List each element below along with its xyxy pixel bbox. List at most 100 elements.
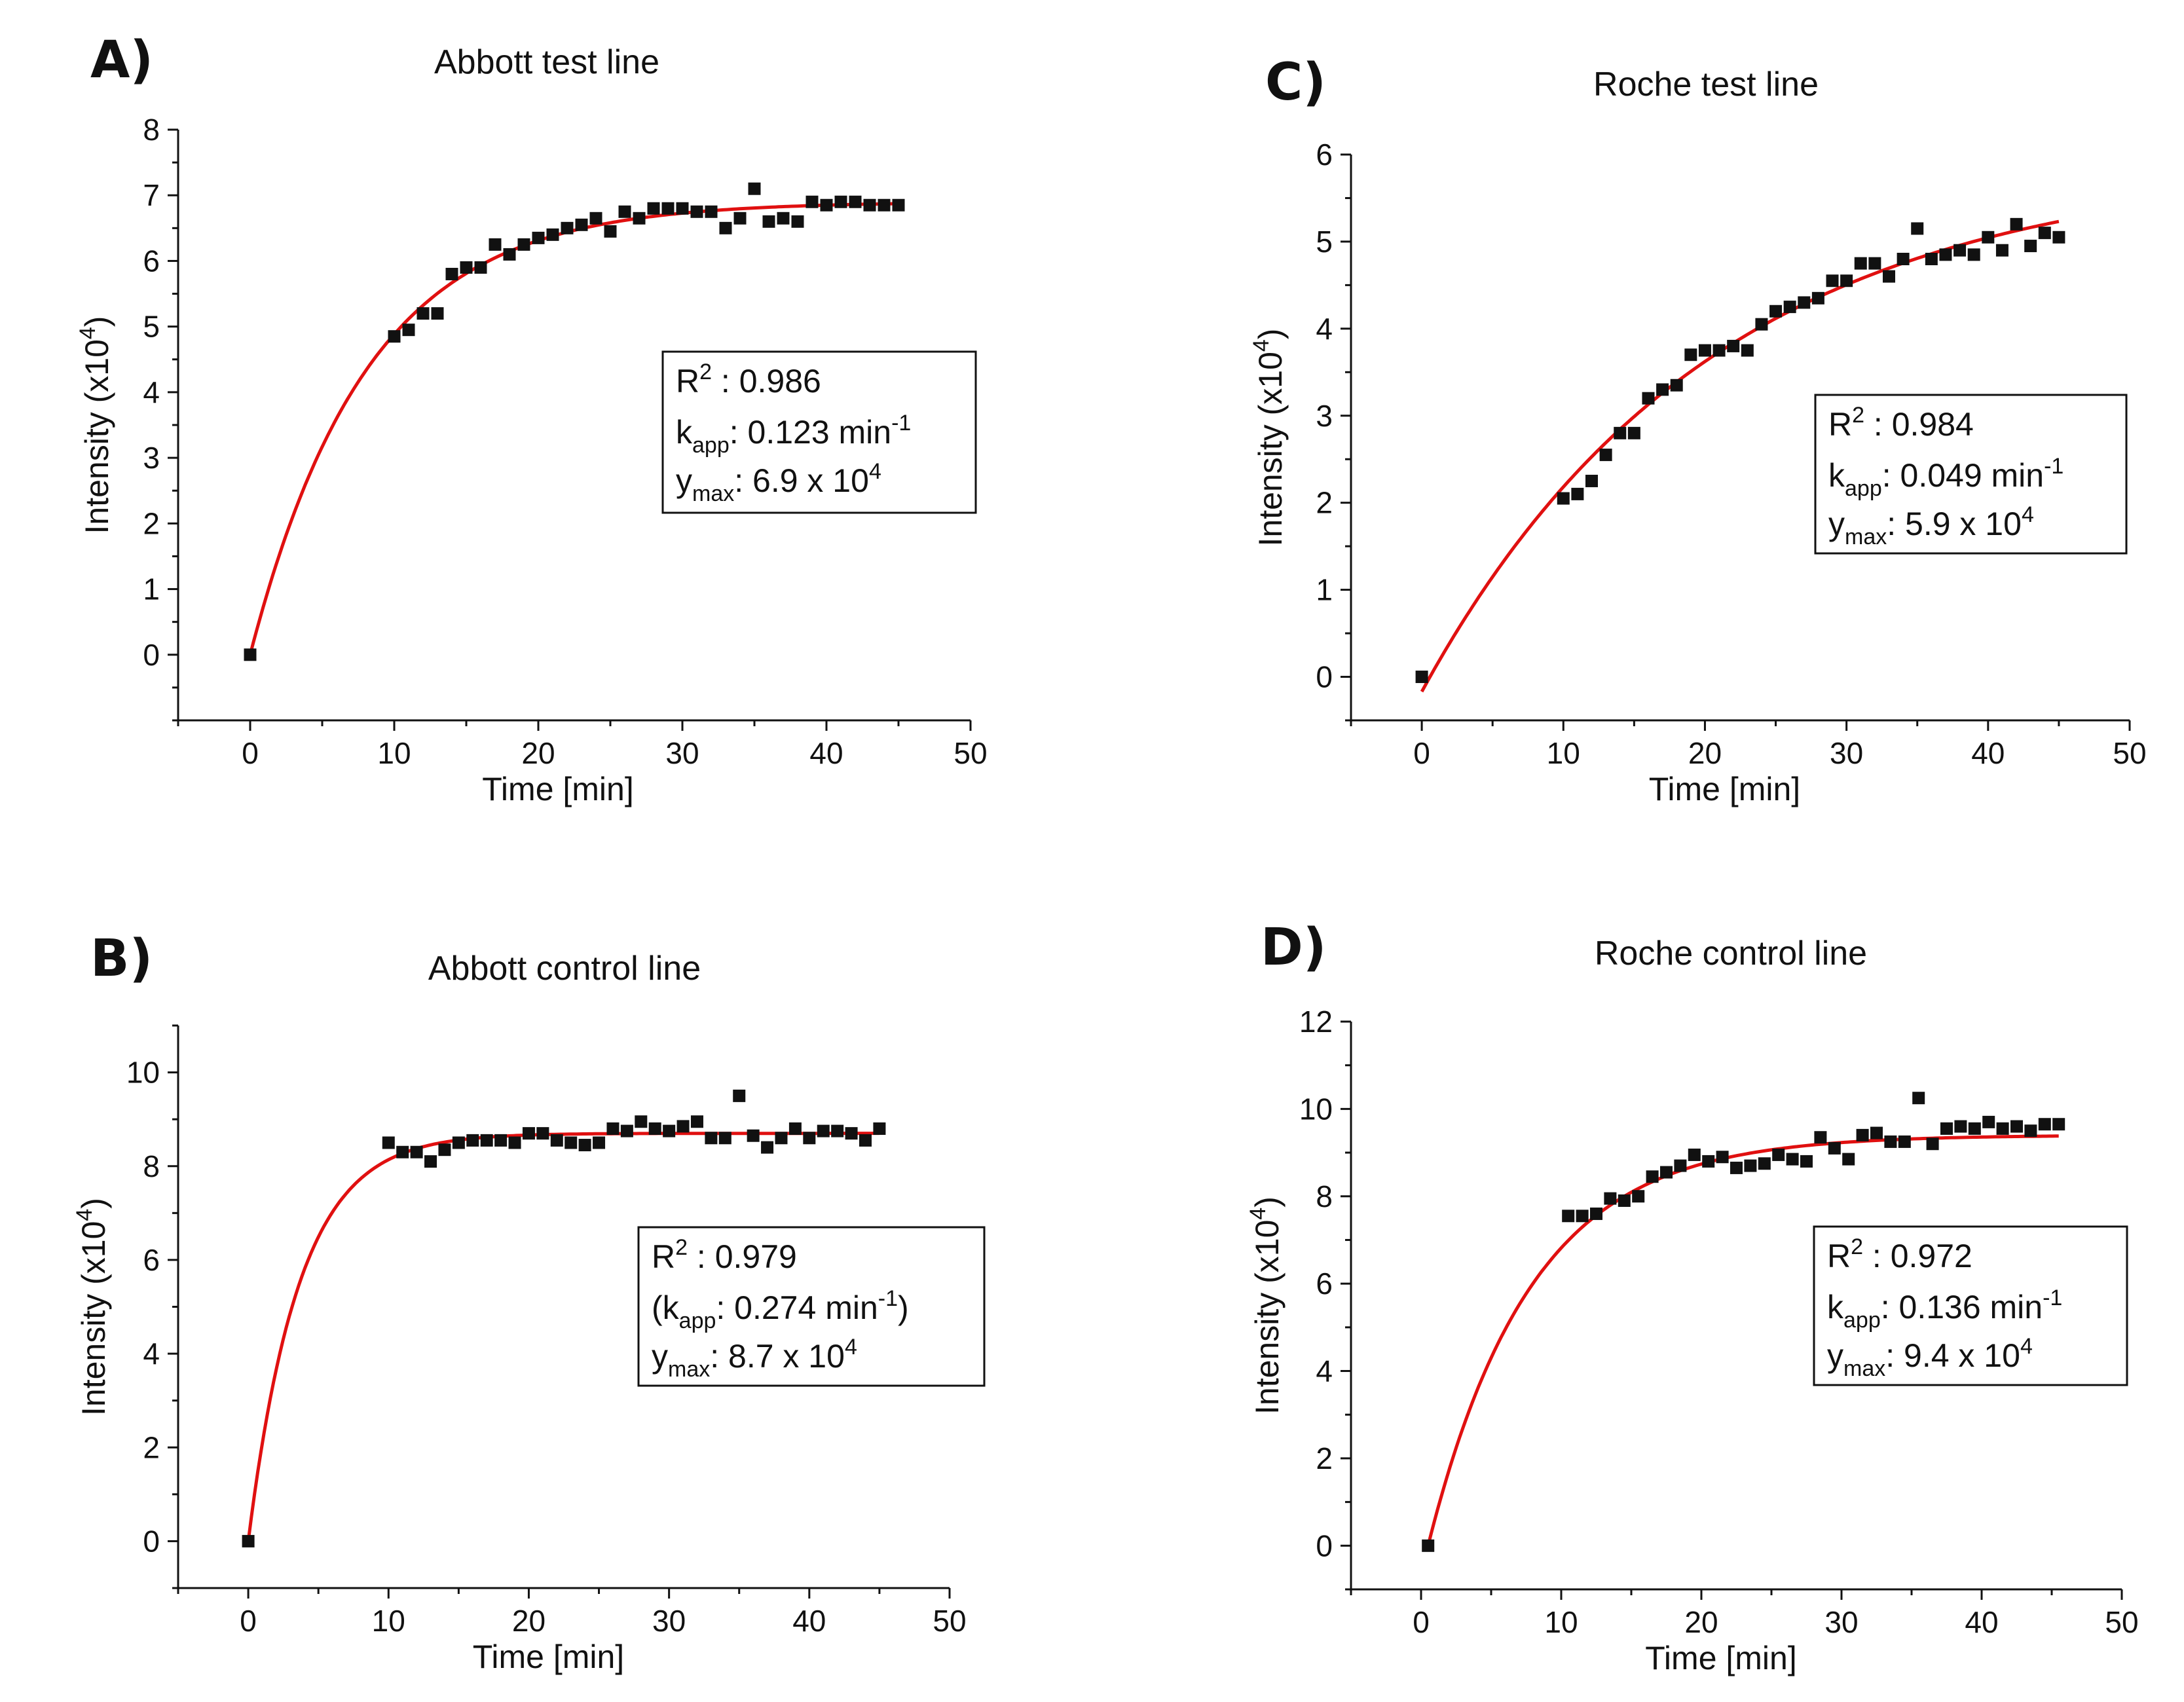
fit-curve xyxy=(246,1132,879,1542)
data-point xyxy=(1968,1122,1981,1135)
ymax-stat: ymax: 5.9 x 104 xyxy=(1828,502,2034,549)
fit-curve xyxy=(1426,1134,2059,1546)
data-point xyxy=(604,225,617,238)
data-point xyxy=(1604,1192,1617,1205)
data-point xyxy=(1627,426,1640,439)
y-tick-label: 2 xyxy=(143,1430,160,1464)
data-point xyxy=(1716,1151,1729,1164)
data-point xyxy=(1897,253,1910,266)
data-point xyxy=(1911,222,1924,235)
data-point xyxy=(536,1127,549,1140)
data-point xyxy=(2052,1118,2065,1131)
data-point xyxy=(2010,217,2023,231)
data-point xyxy=(820,198,833,212)
data-point xyxy=(1642,392,1655,405)
data-point xyxy=(2038,227,2051,240)
data-point xyxy=(508,1136,521,1149)
data-point xyxy=(775,1132,788,1145)
y-tick-label: 1 xyxy=(1316,573,1333,607)
data-point xyxy=(1814,1131,1827,1144)
data-point xyxy=(503,248,516,261)
kapp-stat: kapp: 0.123 min-1 xyxy=(676,411,911,458)
y-tick-label: 6 xyxy=(143,244,160,278)
data-point xyxy=(791,215,804,228)
stats-box-frame xyxy=(1813,1225,2128,1386)
ymax-stat: ymax: 9.4 x 104 xyxy=(1827,1334,2033,1381)
data-point xyxy=(466,1134,479,1147)
data-point xyxy=(1422,1539,1435,1552)
r2-stat: R2 : 0.986 xyxy=(676,360,821,399)
data-point xyxy=(424,1155,437,1168)
data-point xyxy=(1996,1122,2009,1135)
y-axis-label: Intensity (x104) xyxy=(1246,1196,1286,1415)
data-point xyxy=(431,307,444,320)
data-point xyxy=(2024,240,2037,253)
data-point xyxy=(388,330,401,343)
data-point xyxy=(1415,671,1428,684)
y-tick-label: 6 xyxy=(1316,138,1333,172)
data-point xyxy=(1940,1122,1953,1135)
stats-box-frame xyxy=(661,350,977,514)
y-tick-label: 0 xyxy=(1316,1528,1333,1563)
data-point xyxy=(1755,318,1768,331)
y-tick-label: 4 xyxy=(143,375,160,409)
data-point xyxy=(1730,1161,1743,1174)
y-tick-label: 3 xyxy=(1316,399,1333,433)
data-point xyxy=(849,195,862,208)
data-point xyxy=(1925,253,1938,266)
y-tick-label: 12 xyxy=(1299,1005,1333,1039)
y-tick-label: 0 xyxy=(143,1524,160,1558)
panel-letter: D) xyxy=(1261,918,1326,977)
data-point xyxy=(1712,344,1726,357)
x-tick-label: 40 xyxy=(1971,736,2005,770)
x-tick-label: 0 xyxy=(1413,736,1430,770)
chart-panel-3: C) Roche test line 0 10 20 30 40 50 0 1 2 3 4 5 6 Time … xyxy=(1249,53,2147,807)
data-point xyxy=(1828,1141,1841,1155)
x-axis-label: Time [min] xyxy=(1649,771,1801,807)
fit-curve xyxy=(248,202,898,656)
data-point xyxy=(1800,1155,1813,1168)
data-point xyxy=(1926,1138,1939,1151)
data-point xyxy=(1632,1190,1645,1203)
data-point xyxy=(382,1136,395,1149)
data-point xyxy=(1840,274,1853,287)
data-point xyxy=(606,1122,620,1135)
data-point xyxy=(777,212,790,225)
data-point xyxy=(1786,1153,1799,1166)
data-point xyxy=(1870,1126,1883,1139)
data-point xyxy=(762,215,775,228)
panel-letter: A) xyxy=(90,31,153,90)
x-tick-label: 50 xyxy=(2105,1605,2138,1639)
data-point xyxy=(690,205,703,218)
data-point xyxy=(2010,1120,2023,1133)
data-point xyxy=(242,1534,255,1547)
data-point xyxy=(2038,1118,2051,1131)
kapp-stat: (kapp: 0.274 min-1) xyxy=(652,1286,909,1333)
data-point xyxy=(845,1127,858,1140)
data-point xyxy=(1982,231,1995,244)
data-point xyxy=(831,1124,844,1138)
data-point xyxy=(474,261,487,274)
x-axis-label: Time [min] xyxy=(1645,1640,1797,1676)
y-tick-label: 0 xyxy=(143,638,160,672)
y-tick-label: 4 xyxy=(1316,312,1333,346)
y-tick-label: 0 xyxy=(1316,660,1333,694)
data-point xyxy=(718,1132,731,1145)
data-point xyxy=(705,1132,718,1145)
data-point xyxy=(1660,1166,1673,1179)
y-tick-label: 2 xyxy=(143,506,160,540)
x-tick-label: 30 xyxy=(665,736,699,770)
data-point xyxy=(1882,270,1895,283)
y-tick-label: 8 xyxy=(143,113,160,147)
ymax-stat: ymax: 8.7 x 104 xyxy=(652,1335,857,1382)
data-point xyxy=(480,1134,493,1147)
data-point xyxy=(396,1145,409,1158)
x-tick-label: 50 xyxy=(953,736,987,770)
data-point xyxy=(733,212,747,225)
y-tick-label: 8 xyxy=(1316,1179,1333,1213)
data-point xyxy=(1698,344,1711,357)
chart-panel-1: A) Abbott test line 0 10 20 30 40 50 0 1 2 3 4 5 6 7 8 Ti… xyxy=(75,31,988,807)
y-tick-label: 4 xyxy=(143,1337,160,1371)
data-point xyxy=(402,324,415,337)
